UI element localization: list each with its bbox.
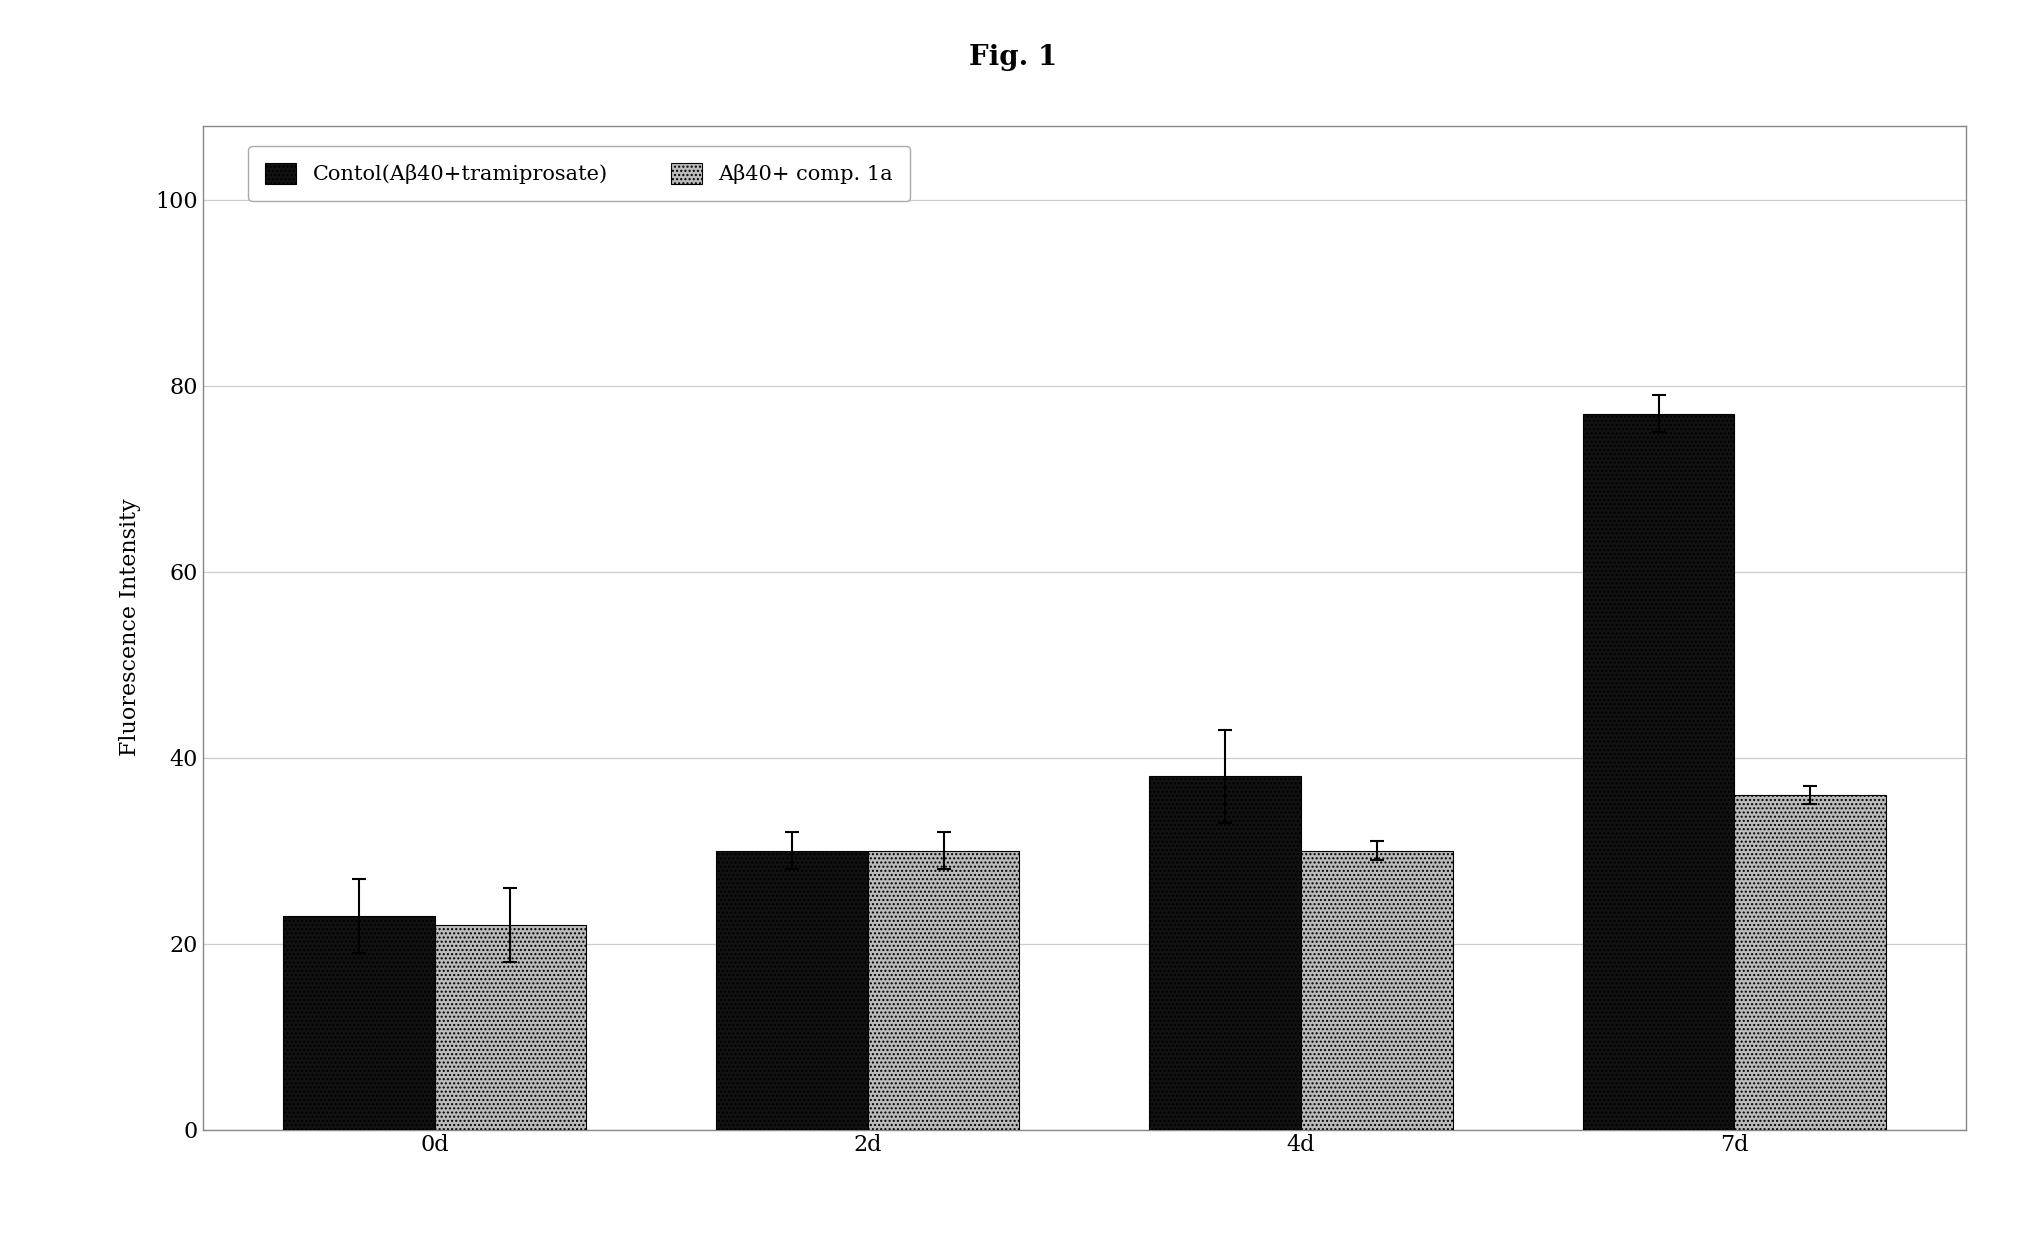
Bar [434, 925, 586, 1130]
Bar [284, 916, 434, 1130]
Bar [1735, 794, 1885, 1130]
Bar [1149, 777, 1301, 1130]
Text: Fig. 1: Fig. 1 [969, 44, 1058, 72]
Y-axis label: Fluorescence Intensity: Fluorescence Intensity [120, 498, 142, 757]
Bar [1583, 414, 1735, 1130]
Bar [716, 851, 868, 1130]
Bar [1301, 851, 1453, 1130]
Bar [868, 851, 1020, 1130]
Legend: Contol(Aβ40+tramiprosate), Aβ40+ comp. 1a: Contol(Aβ40+tramiprosate), Aβ40+ comp. 1… [249, 146, 910, 201]
